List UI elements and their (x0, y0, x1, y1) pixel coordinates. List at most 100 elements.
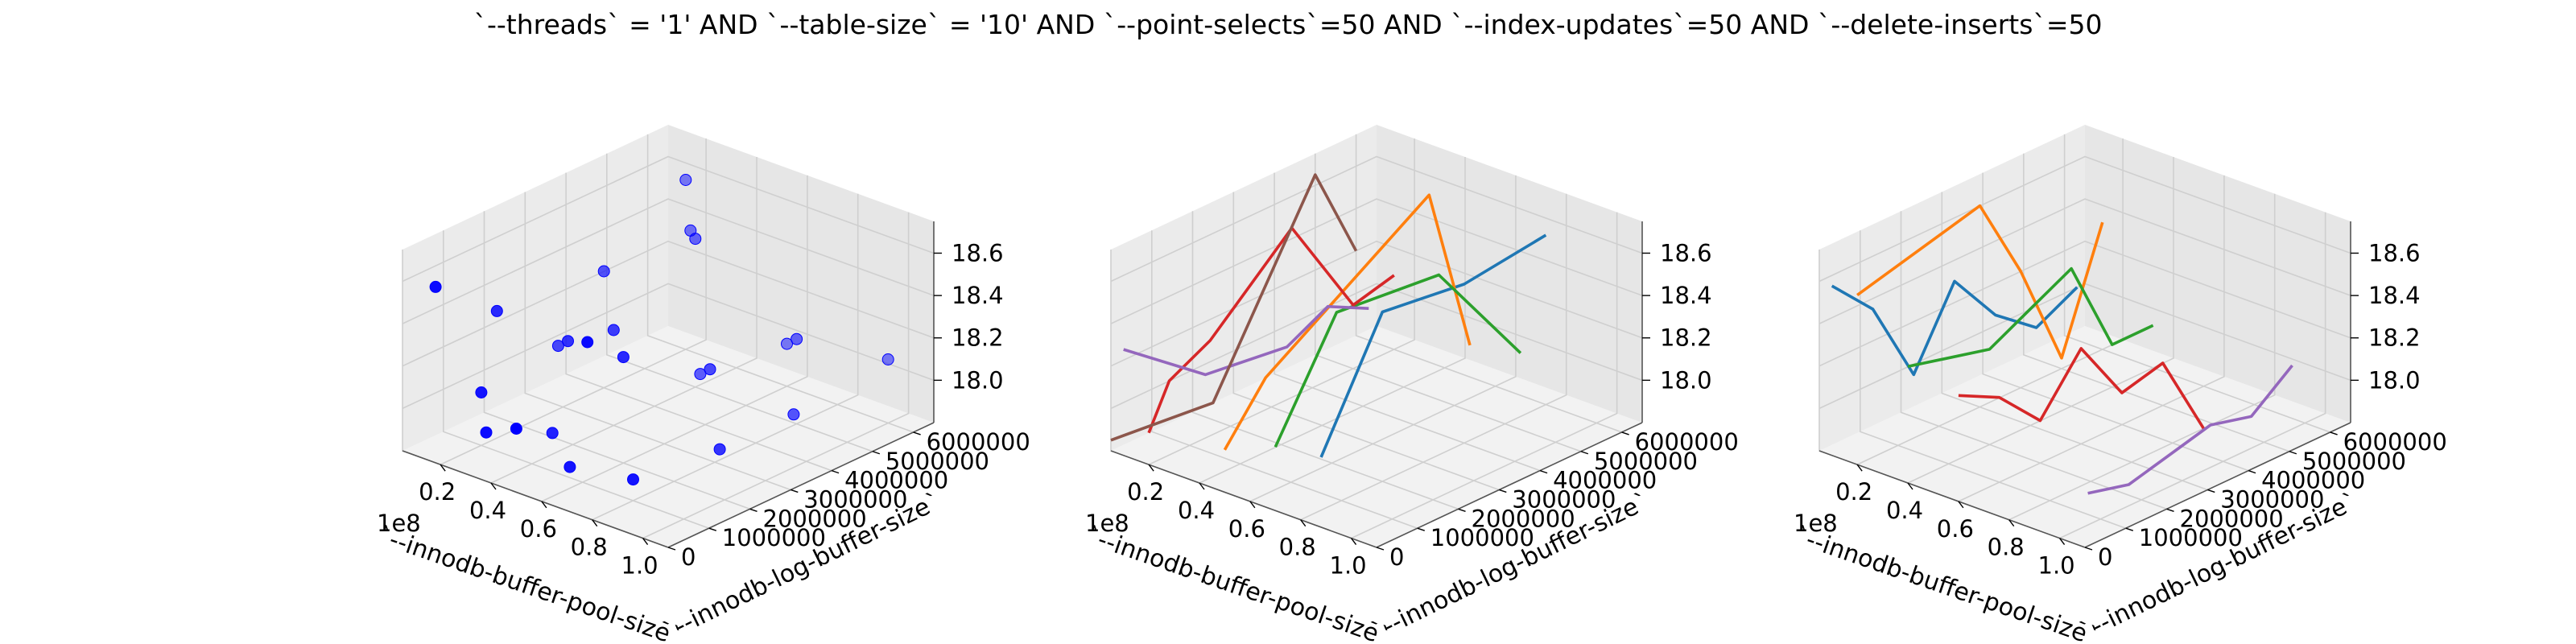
scatter-point (607, 324, 620, 336)
x-tick-label: 1.0 (2038, 552, 2075, 580)
x-tick (1958, 501, 1964, 509)
scatter-point (597, 265, 610, 278)
floor-pane (1111, 326, 1642, 547)
y-tick (1499, 489, 1507, 493)
x-offset-label: 1e8 (1085, 510, 1129, 537)
series-line-1 (1831, 279, 2079, 377)
scatter-point (694, 368, 707, 381)
y-gridline (1151, 230, 1418, 529)
x-tick (490, 482, 497, 490)
y-tick (708, 527, 716, 531)
x-tick (1300, 519, 1307, 527)
y-tick-label: 2000000 (2180, 505, 2284, 532)
y-gridline (1315, 153, 1582, 452)
x-tick-label: 0.8 (1988, 534, 2025, 561)
x-tick-label: 0.6 (1937, 515, 1974, 543)
x-gridline (1148, 138, 1415, 465)
scatter-point (881, 353, 894, 365)
y-tick-label: 3000000 (1512, 485, 1616, 513)
y-axis-line (667, 422, 935, 548)
y-tick-label: 0 (2098, 543, 2112, 571)
y-tick-label: 1000000 (2139, 524, 2243, 551)
back-pane (402, 125, 668, 451)
x-offset-label: 1e8 (1794, 510, 1838, 537)
y-tick (1580, 451, 1589, 455)
x-offset-label: 1e8 (377, 510, 421, 537)
y-tick (667, 547, 676, 551)
y-gridline (2063, 134, 2330, 433)
z-gridline (402, 198, 935, 324)
y-tick (1539, 469, 1548, 474)
y-tick-label: 3000000 (803, 485, 907, 513)
y-gridline (483, 211, 750, 510)
x-tick-label: 0.4 (1178, 497, 1215, 524)
x-gridline (1958, 175, 2225, 502)
y-tick-label: 5000000 (1594, 448, 1698, 475)
x-tick (1249, 501, 1256, 509)
x-gridline (2008, 193, 2276, 521)
y-tick (2289, 451, 2297, 455)
y-gridline (1232, 192, 1500, 491)
y-gridline (646, 134, 914, 433)
x-gridline (1199, 157, 1466, 484)
x-gridline (2059, 212, 2326, 539)
z-tick-label: 18.0 (1660, 366, 1712, 394)
x-tick-label: 0.8 (571, 534, 608, 561)
x-tick-label: 0.4 (1886, 497, 1923, 524)
x-gridline (490, 157, 758, 484)
x-tick-label: 0.4 (469, 497, 506, 524)
x-axis-line (402, 450, 669, 548)
y-tick (913, 431, 921, 436)
scatter-point (551, 340, 564, 353)
y-tick (2248, 469, 2256, 474)
series-line-4 (1147, 226, 1395, 434)
y-tick (1376, 547, 1385, 551)
x-tick-label: 0.2 (1127, 478, 1164, 506)
scatter-point (490, 304, 503, 317)
x-gridline (440, 138, 707, 465)
x-tick (1199, 482, 1205, 490)
z-tick-label: 18.2 (2368, 324, 2421, 352)
x-tick (592, 519, 598, 527)
x-gridline (541, 175, 808, 502)
scatter-point (704, 363, 716, 376)
z-gridline (402, 240, 935, 367)
scatter-point (510, 423, 522, 435)
z-gridline (1110, 240, 1643, 367)
x-gridline (1907, 157, 2174, 484)
y-gridline (1982, 172, 2249, 472)
y-tick (872, 451, 881, 455)
z-tick-label: 18.2 (952, 324, 1004, 352)
y-gridline (442, 230, 710, 529)
series-line-6 (1110, 173, 1358, 442)
x-gridline (592, 193, 859, 521)
x-tick (440, 464, 446, 472)
y-tick (831, 469, 840, 474)
x-tick-label: 0.2 (419, 478, 456, 506)
x-gridline (1249, 175, 1517, 502)
series-line-2 (1856, 204, 2104, 360)
scatter-point (679, 174, 692, 186)
z-tick-label: 18.4 (952, 282, 1004, 309)
y-gridline (1941, 192, 2208, 491)
z-gridline (1818, 155, 2351, 283)
x-tick (2059, 538, 2066, 545)
floor-pane (1819, 326, 2351, 547)
x-gridline (1351, 212, 1618, 539)
series-line-4 (1958, 347, 2206, 430)
scatter-point (713, 443, 726, 456)
x-tick-label: 0.6 (1228, 515, 1265, 543)
series-line-1 (1319, 233, 1547, 458)
x-tick-label: 0.8 (1279, 534, 1316, 561)
z-gridline (1818, 240, 2351, 367)
scatter-point (791, 332, 803, 345)
y-gridline (1900, 211, 2167, 510)
z-tick-label: 18.6 (1660, 239, 1712, 266)
x-tick-label: 1.0 (621, 552, 658, 580)
y-tick (2166, 508, 2174, 512)
floor-pane (402, 326, 934, 547)
scatter-point (546, 427, 559, 440)
y-tick-label: 5000000 (2302, 448, 2406, 475)
z-gridline (1110, 198, 1643, 324)
